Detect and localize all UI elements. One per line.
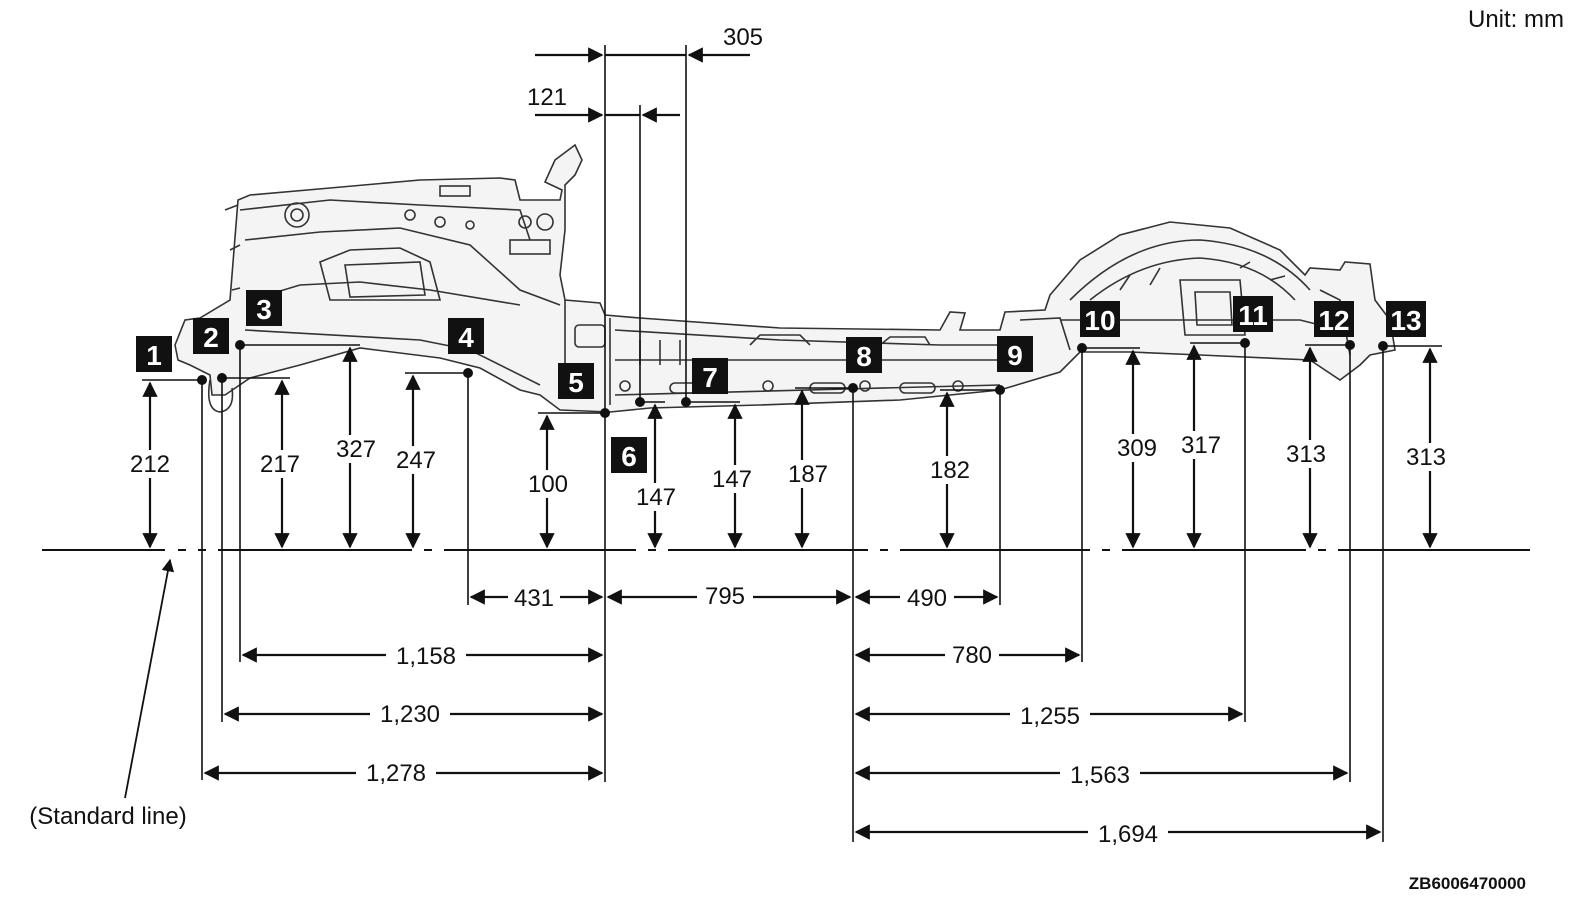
- point-badge-13: 13: [1386, 301, 1426, 337]
- length-dimension-795: 795: [705, 583, 745, 610]
- length-dimension-1694: 1,694: [1098, 821, 1158, 848]
- svg-text:13: 13: [1390, 305, 1421, 336]
- length-dimension-1230: 1,230: [380, 701, 440, 728]
- extension-lines: [201, 45, 1384, 842]
- length-dimension-1158: 1,158: [396, 643, 456, 670]
- svg-text:12: 12: [1318, 305, 1349, 336]
- unit-label: Unit: mm: [1468, 6, 1564, 33]
- height-label-13: 313: [1406, 444, 1446, 471]
- vehicle-body-outline: [174, 143, 1396, 413]
- svg-text:6: 6: [621, 441, 637, 472]
- svg-text:5: 5: [568, 367, 584, 398]
- height-reference-lines: [142, 342, 1442, 414]
- svg-text:1: 1: [146, 340, 162, 371]
- point-badge-7: 7: [692, 358, 728, 394]
- height-label-2: 217: [260, 451, 300, 478]
- height-label-9: 182: [930, 457, 970, 484]
- height-label-7: 147: [712, 466, 752, 493]
- point-badge-1: 1: [136, 336, 172, 372]
- height-label-10: 309: [1117, 435, 1157, 462]
- length-dimension-780: 780: [952, 642, 992, 669]
- svg-text:7: 7: [702, 362, 718, 393]
- measurement-point-dots: [197, 338, 1388, 418]
- svg-text:10: 10: [1084, 305, 1115, 336]
- point-badge-10: 10: [1080, 301, 1120, 337]
- standard-line-callout: (Standard line): [29, 558, 187, 830]
- length-dimension-1563: 1,563: [1070, 762, 1130, 789]
- top-dimension-305: 305: [723, 24, 763, 51]
- top-dimension-121: 121: [527, 84, 567, 111]
- length-dimension-1255: 1,255: [1020, 703, 1080, 730]
- point-badge-9: 9: [997, 336, 1033, 372]
- height-label-1: 212: [130, 451, 170, 478]
- svg-text:3: 3: [256, 294, 272, 325]
- point-badge-2: 2: [193, 318, 229, 354]
- point-badge-4: 4: [448, 318, 484, 354]
- length-dimension-labels: 431 795 490 1,158 780 1,230 1,255 1,278 …: [356, 583, 1168, 848]
- height-label-5: 100: [528, 471, 568, 498]
- length-dimension-431: 431: [514, 585, 554, 612]
- height-label-3: 327: [336, 436, 376, 463]
- length-dimension-490: 490: [907, 585, 947, 612]
- top-dimensions: [535, 47, 750, 123]
- point-badge-5: 5: [558, 363, 594, 399]
- svg-text:9: 9: [1007, 340, 1023, 371]
- standard-line-label: (Standard line): [29, 803, 186, 830]
- height-label-6: 147: [636, 484, 676, 511]
- reference-code: ZB6006470000: [1408, 874, 1526, 893]
- length-dimension-1278: 1,278: [366, 760, 426, 787]
- svg-text:4: 4: [458, 322, 474, 353]
- height-label-8: 187: [788, 461, 828, 488]
- point-badge-8: 8: [846, 337, 882, 373]
- point-badge-3: 3: [246, 290, 282, 326]
- height-label-4: 247: [396, 447, 436, 474]
- svg-text:11: 11: [1238, 300, 1268, 331]
- point-badge-6: 6: [611, 437, 647, 473]
- point-badge-11: 11: [1233, 296, 1273, 332]
- height-label-11: 317: [1181, 432, 1221, 459]
- height-label-12: 313: [1286, 441, 1326, 468]
- height-dimension-labels: 212 217 327 247 100 147 147 187 182 309 …: [124, 431, 1452, 511]
- svg-text:2: 2: [203, 322, 219, 353]
- svg-text:8: 8: [856, 341, 872, 372]
- point-badges: 1 2 3 4 5 6 7 8: [136, 290, 1426, 473]
- point-badge-12: 12: [1314, 301, 1354, 337]
